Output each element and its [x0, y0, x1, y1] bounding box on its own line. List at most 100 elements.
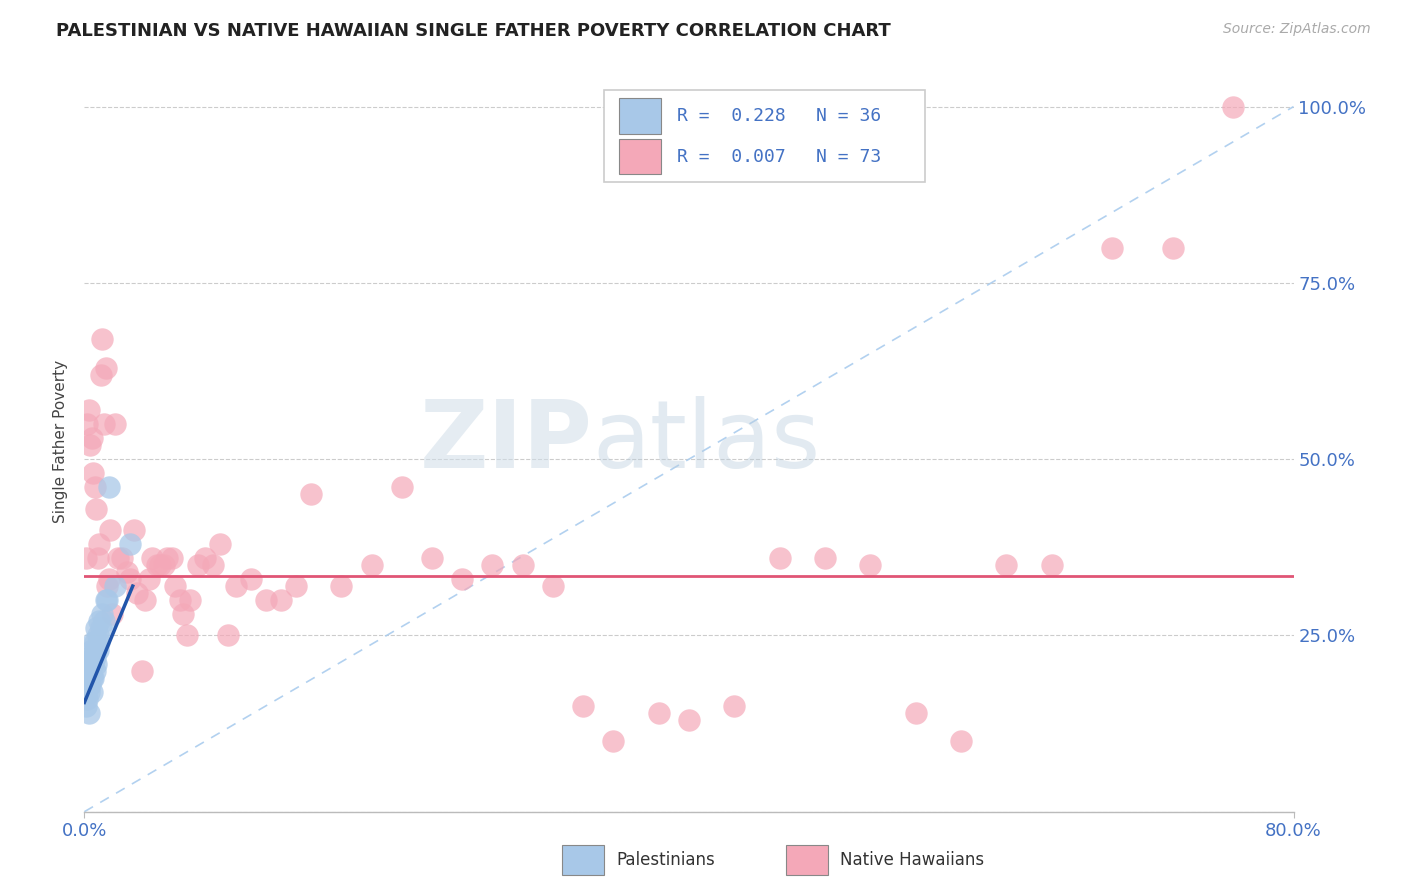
Point: [201, 558, 224, 572]
Point: [93, 417, 115, 431]
Point: [127, 586, 149, 600]
Text: Native Hawaiians: Native Hawaiians: [841, 851, 984, 869]
Point: [80, 657, 103, 671]
Point: [87, 642, 110, 657]
Point: [82, 467, 104, 481]
Point: [94, 360, 117, 375]
Point: [209, 537, 232, 551]
Point: [104, 417, 127, 431]
Text: N = 36: N = 36: [815, 107, 882, 125]
Text: N = 73: N = 73: [815, 147, 882, 166]
FancyBboxPatch shape: [619, 98, 661, 134]
Point: [84, 635, 107, 649]
FancyBboxPatch shape: [786, 845, 828, 875]
Point: [82, 671, 104, 685]
Point: [104, 579, 127, 593]
Point: [76, 417, 98, 431]
Point: [299, 487, 322, 501]
Point: [90, 621, 112, 635]
Point: [80, 431, 103, 445]
Point: [451, 572, 474, 586]
Point: [1222, 100, 1244, 114]
Point: [90, 368, 112, 382]
Point: [541, 579, 564, 593]
Point: [950, 734, 973, 748]
Point: [93, 615, 115, 629]
Text: atlas: atlas: [592, 395, 821, 488]
Point: [270, 593, 292, 607]
Point: [995, 558, 1018, 572]
Point: [79, 678, 101, 692]
Point: [648, 706, 671, 720]
Point: [723, 698, 745, 713]
Point: [118, 537, 141, 551]
Point: [82, 635, 104, 649]
Point: [96, 593, 118, 607]
Point: [904, 706, 927, 720]
Text: R =  0.007: R = 0.007: [676, 147, 786, 166]
Point: [134, 593, 156, 607]
Point: [111, 550, 134, 565]
Text: Palestinians: Palestinians: [616, 851, 716, 869]
Point: [79, 438, 101, 452]
Text: Source: ZipAtlas.com: Source: ZipAtlas.com: [1223, 22, 1371, 37]
Point: [98, 523, 121, 537]
Point: [512, 558, 534, 572]
Point: [814, 550, 837, 565]
Point: [138, 572, 160, 586]
Point: [80, 685, 103, 699]
Point: [87, 550, 110, 565]
Point: [360, 558, 382, 572]
Point: [146, 558, 169, 572]
Point: [141, 550, 163, 565]
Point: [96, 579, 118, 593]
Point: [330, 579, 353, 593]
Point: [194, 550, 217, 565]
Text: ZIP: ZIP: [419, 395, 592, 488]
Point: [179, 593, 201, 607]
Point: [86, 657, 108, 671]
Point: [86, 621, 108, 635]
Point: [79, 649, 101, 664]
Point: [131, 664, 153, 678]
FancyBboxPatch shape: [562, 845, 605, 875]
Point: [91, 332, 114, 346]
Point: [169, 593, 191, 607]
Text: R =  0.228: R = 0.228: [676, 107, 786, 125]
Point: [481, 558, 503, 572]
Point: [1040, 558, 1063, 572]
Point: [420, 550, 443, 565]
Point: [122, 523, 145, 537]
Point: [118, 572, 141, 586]
Point: [77, 402, 100, 417]
Point: [77, 685, 100, 699]
Point: [86, 501, 108, 516]
Point: [678, 713, 700, 727]
Point: [572, 698, 595, 713]
Point: [115, 565, 138, 579]
Point: [254, 593, 277, 607]
Point: [89, 635, 111, 649]
Point: [84, 480, 107, 494]
Point: [172, 607, 194, 622]
Point: [769, 550, 792, 565]
Point: [75, 698, 97, 713]
Point: [176, 628, 198, 642]
Point: [187, 558, 209, 572]
Point: [80, 642, 103, 657]
Point: [79, 664, 101, 678]
Point: [82, 657, 104, 671]
Point: [217, 628, 239, 642]
Text: PALESTINIAN VS NATIVE HAWAIIAN SINGLE FATHER POVERTY CORRELATION CHART: PALESTINIAN VS NATIVE HAWAIIAN SINGLE FA…: [56, 22, 891, 40]
Point: [97, 572, 120, 586]
Point: [1161, 241, 1184, 255]
Point: [86, 642, 108, 657]
Point: [391, 480, 413, 494]
Point: [94, 593, 117, 607]
FancyBboxPatch shape: [619, 139, 661, 174]
Point: [89, 537, 111, 551]
Point: [77, 706, 100, 720]
Point: [84, 649, 107, 664]
Point: [80, 671, 103, 685]
FancyBboxPatch shape: [605, 90, 925, 183]
